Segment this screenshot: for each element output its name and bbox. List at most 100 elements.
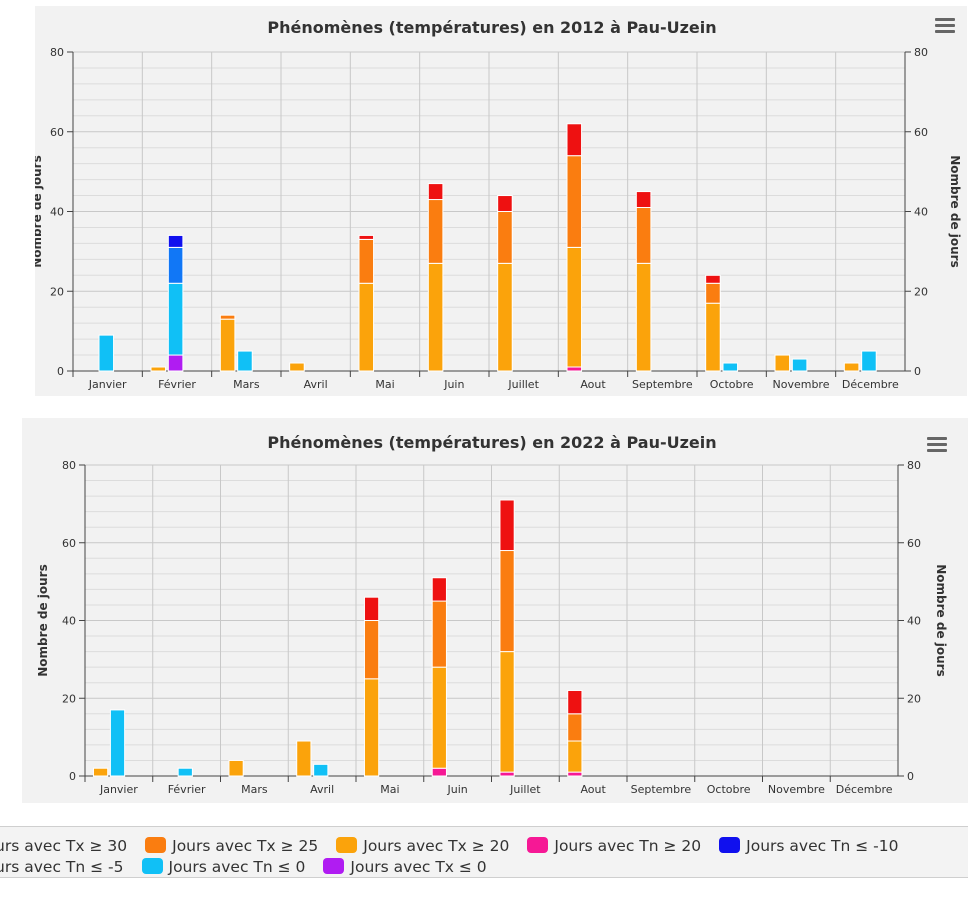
bar-segment [843,362,860,372]
chart-2022-menu-icon[interactable] [927,436,947,452]
bar-segment [219,314,236,320]
legend-item[interactable]: Jours avec Tn ≤ -5 [0,857,124,878]
y-tick-label: 20 [62,692,76,705]
chart-2012-menu-icon[interactable] [935,17,955,33]
bar-segment [861,350,877,372]
y-tick-label: 0 [69,770,76,783]
bar-segment [167,234,184,248]
y-axis-title-right: Nombre de jours [934,564,948,676]
bar-segment [313,763,329,777]
bar-segment [566,366,583,372]
legend-label: Jours avec Tx ≥ 20 [363,837,510,855]
legend-swatch [336,837,358,853]
y-axis-title: Nombre de jours [36,564,50,676]
bar-segment [237,350,253,372]
bar-segment [499,651,515,773]
y-tick-label-right: 60 [907,537,921,550]
bar-segment [774,354,791,372]
legend-label: Jours avec Tx ≥ 30 [0,837,128,855]
x-tick-label: Septembre [631,783,692,796]
bar-segment [431,600,447,668]
x-tick-label: Juillet [507,378,539,391]
x-tick-label: Novembre [768,783,825,796]
bar-segment [431,767,447,777]
legend-item[interactable]: Jours avec Tx ≤ 0 [323,857,487,878]
y-axis-title-right: Nombre de jours [948,155,962,267]
bar-segment [431,666,447,769]
legend-swatch [323,858,345,874]
chart-2022-svg: Phénomènes (températures) en 2022 à Pau-… [36,433,948,796]
y-tick-label: 60 [50,126,64,139]
legend-label: Jours avec Tn ≤ -5 [0,858,124,876]
bar-segment [499,499,515,552]
bar-segment [150,366,167,372]
bar-segment [92,767,109,777]
chart-title: Phénomènes (températures) en 2012 à Pau-… [267,18,716,37]
bar-segment [497,211,513,264]
bar-segment [567,689,583,715]
legend-item[interactable]: Jours avec Tx ≥ 30 [0,836,127,857]
x-tick-label: Novembre [773,378,830,391]
x-tick-label: Janvier [99,783,138,796]
x-tick-label: Mars [241,783,268,796]
y-tick-label-right: 60 [914,126,928,139]
x-tick-label: Avril [310,783,334,796]
y-tick-label-right: 80 [907,459,921,472]
legend-swatch [141,858,163,874]
bar-segment [363,596,380,622]
x-tick-label: Février [168,783,206,796]
x-tick-label: Janvier [88,378,127,391]
bar-segment [499,771,515,777]
bar-segment [363,620,380,680]
x-tick-label: Mai [380,783,399,796]
y-axis-title: Nombre de jours [35,155,44,267]
x-tick-label: Juin [443,378,464,391]
x-tick-label: Avril [304,378,328,391]
x-tick-label: Aout [580,378,606,391]
bar-segment [219,318,236,372]
bar-segment [167,246,184,284]
bar-segment [705,274,721,284]
bar-segment [109,709,126,777]
y-tick-label-right: 40 [914,206,928,219]
bar-segment [358,234,375,240]
legend-swatch [719,837,741,853]
bar-segment [566,123,583,157]
x-tick-label: Octobre [707,783,751,796]
legend-swatch [145,837,167,853]
bar-segment [705,302,721,372]
chart-title: Phénomènes (températures) en 2022 à Pau-… [267,433,716,452]
x-tick-label: Aout [580,783,606,796]
y-tick-label-right: 0 [914,365,921,378]
legend-label: Jours avec Tx ≤ 0 [350,858,487,876]
y-tick-label: 0 [57,365,64,378]
x-tick-label: Décembre [836,783,893,796]
legend-item[interactable]: Jours avec Tx ≥ 25 [145,836,318,857]
x-tick-label: Février [158,378,196,391]
bar-segment [635,262,652,372]
bar-segment [363,678,380,777]
y-tick-label: 80 [62,459,76,472]
x-tick-label: Septembre [632,378,693,391]
y-tick-label: 80 [50,46,64,59]
bar-segment [358,238,375,284]
bar-segment [722,362,739,372]
legend-item[interactable]: Jours avec Tx ≥ 20 [336,836,509,857]
bar-segment [705,282,721,304]
legend-label: Jours avec Tn ≥ 20 [554,837,702,855]
legend-swatch [527,837,549,853]
chart-2022: Phénomènes (températures) en 2022 à Pau-… [22,418,968,803]
y-tick-label-right: 40 [907,615,921,628]
bar-segment [567,771,583,777]
bar-segment [635,207,652,264]
bar-segment [497,195,513,213]
legend-item[interactable]: Jours avec Tn ≥ 20 [527,836,701,857]
y-tick-label-right: 0 [907,770,914,783]
x-tick-label: Mars [233,378,260,391]
x-tick-label: Octobre [710,378,754,391]
bar-segment [167,354,184,372]
x-tick-label: Juin [447,783,468,796]
legend-item[interactable]: Jours avec Tn ≤ -10 [719,836,899,857]
legend-item[interactable]: Jours avec Tn ≤ 0 [141,857,305,878]
bar-segment [289,362,305,372]
